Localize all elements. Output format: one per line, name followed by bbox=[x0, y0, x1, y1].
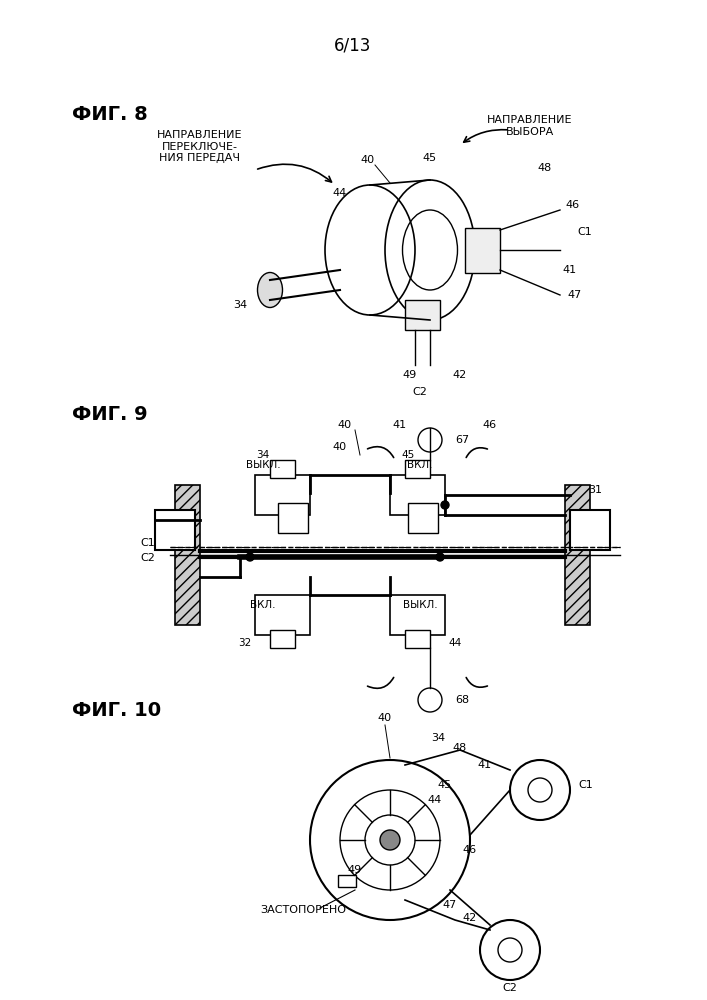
Circle shape bbox=[380, 830, 400, 850]
Bar bbox=[405, 630, 430, 648]
Circle shape bbox=[436, 553, 444, 561]
Bar bbox=[270, 630, 295, 648]
Text: ВКЛ.: ВКЛ. bbox=[407, 460, 433, 470]
Text: 44: 44 bbox=[333, 188, 347, 198]
Bar bbox=[405, 460, 430, 478]
Text: 41: 41 bbox=[478, 760, 492, 770]
Text: 40: 40 bbox=[361, 155, 375, 165]
Bar bbox=[255, 475, 310, 515]
Text: 34: 34 bbox=[431, 733, 445, 743]
Text: 45: 45 bbox=[423, 153, 437, 163]
Circle shape bbox=[441, 501, 449, 509]
Bar bbox=[405, 300, 440, 330]
Text: 44: 44 bbox=[448, 638, 462, 648]
Text: 45: 45 bbox=[438, 780, 452, 790]
Bar bbox=[465, 228, 500, 273]
Text: C2: C2 bbox=[413, 387, 428, 397]
Text: 44: 44 bbox=[428, 795, 442, 805]
Text: 34: 34 bbox=[257, 450, 269, 460]
Text: 42: 42 bbox=[453, 370, 467, 380]
Text: ФИГ. 8: ФИГ. 8 bbox=[72, 105, 148, 124]
Text: 48: 48 bbox=[538, 163, 552, 173]
Text: C1: C1 bbox=[578, 227, 592, 237]
Text: 40: 40 bbox=[333, 442, 347, 452]
Bar bbox=[278, 503, 308, 533]
Ellipse shape bbox=[257, 272, 283, 308]
Bar bbox=[270, 460, 295, 478]
Text: 34: 34 bbox=[233, 300, 247, 310]
Bar bbox=[565, 485, 590, 625]
Text: C1: C1 bbox=[140, 538, 155, 548]
Text: 40: 40 bbox=[378, 713, 392, 723]
Text: 47: 47 bbox=[568, 290, 582, 300]
Text: 46: 46 bbox=[566, 200, 580, 210]
Text: 40: 40 bbox=[338, 420, 352, 430]
Text: ВЫКЛ.: ВЫКЛ. bbox=[403, 600, 438, 610]
Text: 49: 49 bbox=[403, 370, 417, 380]
Circle shape bbox=[246, 553, 254, 561]
Text: ЗАСТОПОРЕНО: ЗАСТОПОРЕНО bbox=[260, 905, 346, 915]
Text: 45: 45 bbox=[402, 450, 414, 460]
Text: 49: 49 bbox=[348, 865, 362, 875]
Text: 6/13: 6/13 bbox=[334, 36, 372, 54]
Bar bbox=[338, 875, 356, 887]
Bar bbox=[155, 510, 195, 550]
Text: 41: 41 bbox=[393, 420, 407, 430]
Text: 68: 68 bbox=[455, 695, 469, 705]
Text: 32: 32 bbox=[238, 638, 252, 648]
Bar bbox=[408, 503, 438, 533]
Bar bbox=[390, 475, 445, 515]
Text: ВКЛ.: ВКЛ. bbox=[250, 600, 276, 610]
Text: НАПРАВЛЕНИЕ
ВЫБОРА: НАПРАВЛЕНИЕ ВЫБОРА bbox=[487, 115, 573, 137]
Text: C2: C2 bbox=[503, 983, 518, 993]
Text: 47: 47 bbox=[443, 900, 457, 910]
Text: НАПРАВЛЕНИЕ
ПЕРЕКЛЮЧЕ-
НИЯ ПЕРЕДАЧ: НАПРАВЛЕНИЕ ПЕРЕКЛЮЧЕ- НИЯ ПЕРЕДАЧ bbox=[157, 130, 243, 163]
Text: ВЫКЛ.: ВЫКЛ. bbox=[246, 460, 280, 470]
Text: 41: 41 bbox=[563, 265, 577, 275]
Text: C2: C2 bbox=[140, 553, 155, 563]
Text: 67: 67 bbox=[455, 435, 469, 445]
Text: 46: 46 bbox=[483, 420, 497, 430]
Text: 48: 48 bbox=[453, 743, 467, 753]
Text: 31: 31 bbox=[588, 485, 602, 495]
Text: ФИГ. 9: ФИГ. 9 bbox=[72, 406, 148, 424]
Bar bbox=[175, 485, 200, 625]
Text: C1: C1 bbox=[578, 780, 592, 790]
Text: ФИГ. 10: ФИГ. 10 bbox=[72, 700, 161, 720]
Bar bbox=[390, 595, 445, 635]
Text: 46: 46 bbox=[463, 845, 477, 855]
Text: 42: 42 bbox=[463, 913, 477, 923]
Bar bbox=[570, 510, 610, 550]
Bar bbox=[255, 595, 310, 635]
